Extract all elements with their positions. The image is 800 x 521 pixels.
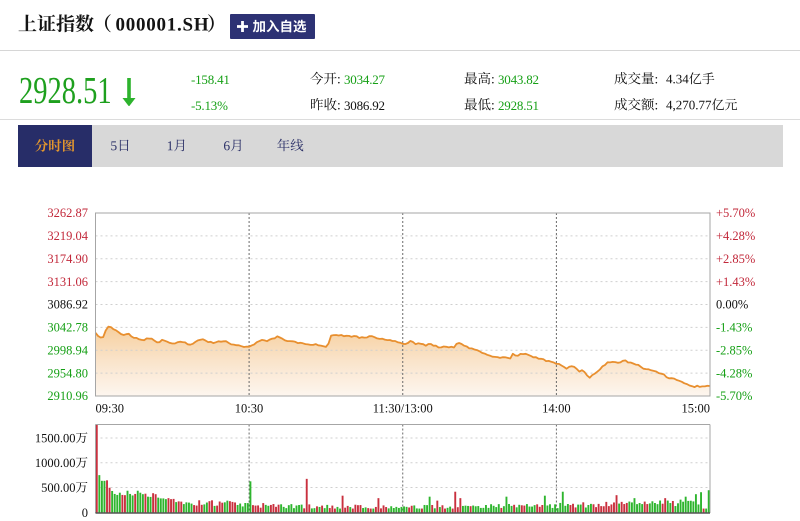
svg-text:3086.92: 3086.92	[47, 298, 88, 312]
svg-text:3174.90: 3174.90	[47, 252, 88, 266]
svg-text:0.00%: 0.00%	[716, 298, 748, 312]
svg-text:09:30: 09:30	[96, 402, 124, 416]
svg-text:11:30/13:00: 11:30/13:00	[373, 402, 433, 416]
svg-text:15:00: 15:00	[682, 402, 710, 416]
svg-text:-4.28%: -4.28%	[716, 366, 752, 380]
svg-text:14:00: 14:00	[542, 402, 570, 416]
svg-text:0: 0	[82, 506, 88, 520]
svg-text:+1.43%: +1.43%	[716, 275, 755, 289]
svg-text:10:30: 10:30	[235, 402, 263, 416]
svg-text:+2.85%: +2.85%	[716, 252, 755, 266]
svg-text:3131.06: 3131.06	[47, 275, 88, 289]
svg-text:-2.85%: -2.85%	[716, 343, 752, 357]
svg-text:3262.87: 3262.87	[47, 206, 88, 220]
svg-text:2910.96: 2910.96	[47, 389, 88, 403]
svg-text:+4.28%: +4.28%	[716, 229, 755, 243]
svg-text:2954.80: 2954.80	[47, 366, 88, 380]
svg-text:+5.70%: +5.70%	[716, 206, 755, 220]
svg-text:-5.70%: -5.70%	[716, 389, 752, 403]
svg-text:2998.94: 2998.94	[47, 343, 88, 357]
svg-text:-1.43%: -1.43%	[716, 321, 752, 335]
svg-text:3042.78: 3042.78	[47, 321, 88, 335]
svg-text:3219.04: 3219.04	[47, 229, 88, 243]
